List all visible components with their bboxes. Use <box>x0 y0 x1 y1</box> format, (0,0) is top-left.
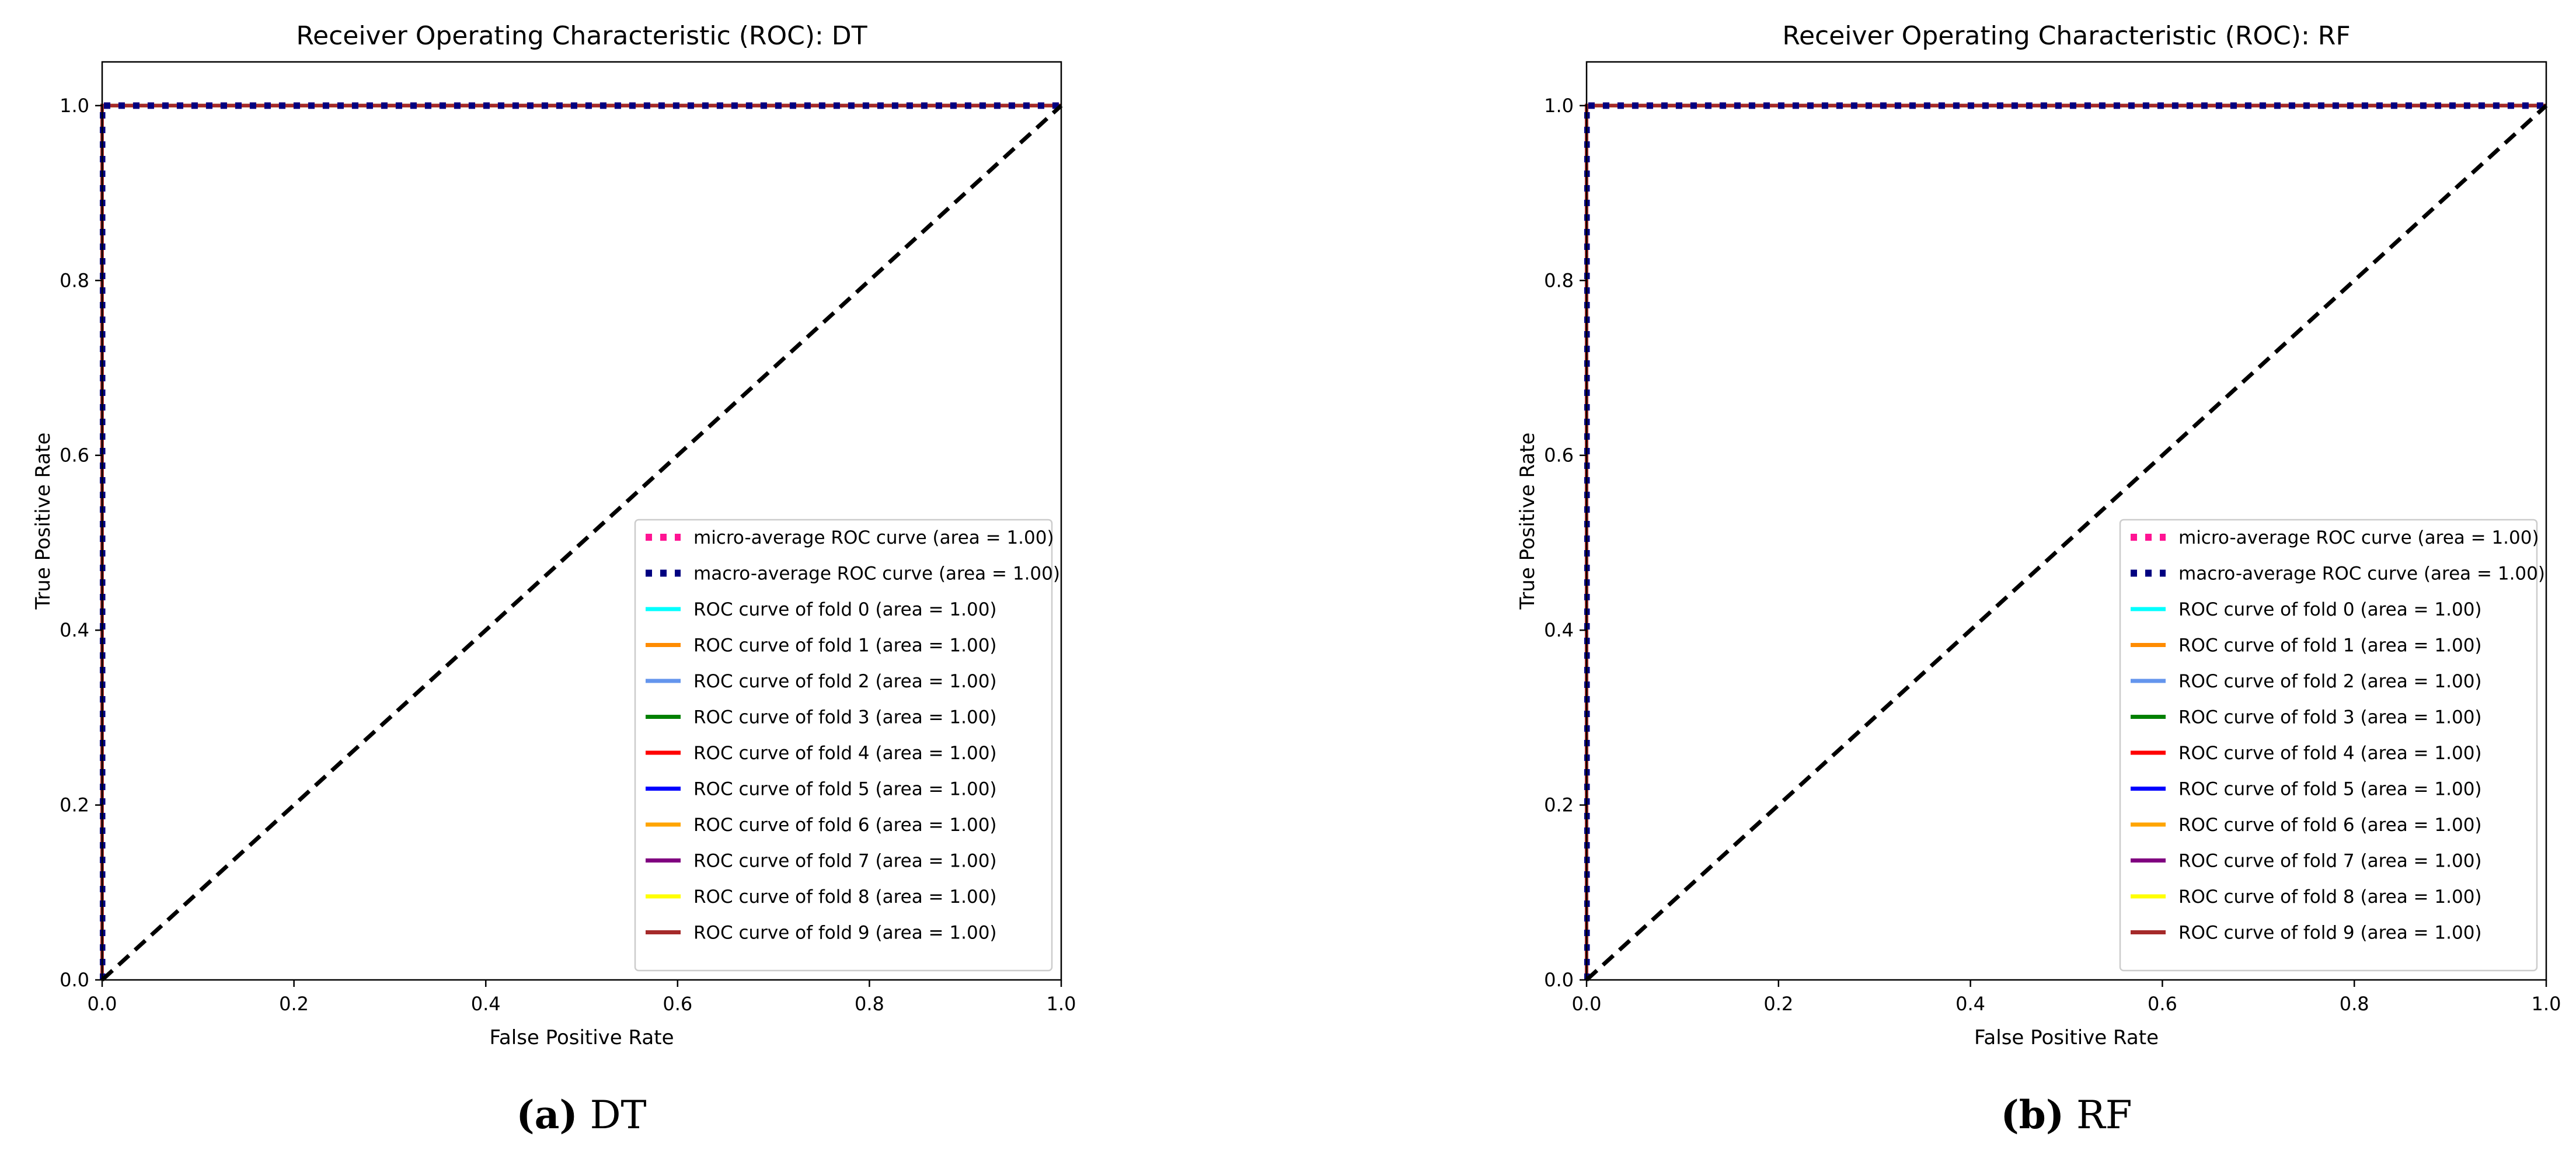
legend-label: ROC curve of fold 5 (area = 1.00) <box>2178 779 2482 800</box>
y-tick-label: 0.8 <box>60 269 89 291</box>
y-tick-label: 0.4 <box>1544 619 1574 641</box>
legend-label: micro-average ROC curve (area = 1.00) <box>2178 527 2539 548</box>
y-tick-label: 1.0 <box>60 95 89 117</box>
caption-label: DT <box>578 1093 647 1138</box>
legend-label: ROC curve of fold 6 (area = 1.00) <box>693 815 997 836</box>
legend-label: ROC curve of fold 5 (area = 1.00) <box>693 779 997 800</box>
axes-frame <box>1585 61 2547 981</box>
legend-label: ROC curve of fold 9 (area = 1.00) <box>693 923 997 944</box>
legend-label: ROC curve of fold 0 (area = 1.00) <box>693 599 997 620</box>
axes-frame <box>101 61 1062 981</box>
figure-caption: (a) DT <box>516 1092 646 1138</box>
roc-panel-dt: Receiver Operating Characteristic (ROC):… <box>32 21 1076 1138</box>
x-axis-label: False Positive Rate <box>1974 1026 2159 1049</box>
x-tick-label: 0.6 <box>663 993 692 1015</box>
y-axis-label: True Positive Rate <box>32 433 55 610</box>
legend-label: ROC curve of fold 1 (area = 1.00) <box>2178 635 2482 656</box>
legend-box <box>2119 519 2538 972</box>
x-tick-label: 0.6 <box>2148 993 2177 1015</box>
legend-label: macro-average ROC curve (area = 1.00) <box>693 564 1060 585</box>
roc-panel-rf: Receiver Operating Characteristic (ROC):… <box>1516 21 2561 1138</box>
y-tick-label: 0.0 <box>1544 969 1574 991</box>
y-tick-label: 0.8 <box>1544 269 1574 291</box>
caption-label: RF <box>2064 1093 2132 1138</box>
x-tick-label: 0.8 <box>2340 993 2369 1015</box>
x-tick-label: 0.0 <box>88 993 117 1015</box>
x-tick-label: 0.2 <box>1763 993 1793 1015</box>
legend-label: ROC curve of fold 8 (area = 1.00) <box>693 886 997 907</box>
y-tick-label: 0.2 <box>60 794 89 816</box>
legend-label: ROC curve of fold 8 (area = 1.00) <box>2178 886 2482 907</box>
caption-letter: (a) <box>516 1092 577 1138</box>
x-tick-label: 0.4 <box>1955 993 1985 1015</box>
x-tick-label: 0.0 <box>1572 993 1602 1015</box>
x-tick-label: 1.0 <box>1047 993 1076 1015</box>
legend: micro-average ROC curve (area = 1.00) mac… <box>634 519 1060 972</box>
x-tick-label: 1.0 <box>2532 993 2561 1015</box>
legend-label: ROC curve of fold 9 (area = 1.00) <box>2178 923 2482 944</box>
chart-title: Receiver Operating Characteristic (ROC):… <box>296 21 867 51</box>
chance-line <box>1585 104 2548 982</box>
x-axis-label: False Positive Rate <box>490 1026 674 1049</box>
y-tick-label: 1.0 <box>1544 95 1574 117</box>
y-tick-label: 0.6 <box>1544 444 1574 467</box>
chance-line <box>100 104 1063 982</box>
legend: micro-average ROC curve (area = 1.00) mac… <box>2119 519 2545 972</box>
legend-box <box>634 519 1053 972</box>
x-tick-label: 0.8 <box>855 993 884 1015</box>
legend-label: ROC curve of fold 2 (area = 1.00) <box>2178 671 2482 692</box>
x-tick-label: 0.4 <box>471 993 501 1015</box>
x-tick-label: 0.2 <box>279 993 309 1015</box>
legend-label: ROC curve of fold 7 (area = 1.00) <box>693 851 997 872</box>
legend-label: macro-average ROC curve (area = 1.00) <box>2178 564 2545 585</box>
legend-label: ROC curve of fold 6 (area = 1.00) <box>2178 815 2482 836</box>
legend-label: micro-average ROC curve (area = 1.00) <box>693 527 1054 548</box>
y-tick-label: 0.0 <box>60 969 89 991</box>
legend-label: ROC curve of fold 1 (area = 1.00) <box>693 635 997 656</box>
chart-title: Receiver Operating Characteristic (ROC):… <box>1782 21 2350 51</box>
legend-label: ROC curve of fold 0 (area = 1.00) <box>2178 599 2482 620</box>
legend-label: ROC curve of fold 4 (area = 1.00) <box>2178 743 2482 764</box>
legend-label: ROC curve of fold 7 (area = 1.00) <box>2178 851 2482 872</box>
y-axis-label: True Positive Rate <box>1516 433 1539 610</box>
legend-label: ROC curve of fold 3 (area = 1.00) <box>693 707 997 728</box>
figure-caption: (b) RF <box>2000 1092 2132 1138</box>
legend-label: ROC curve of fold 4 (area = 1.00) <box>693 743 997 764</box>
caption-letter: (b) <box>2000 1092 2064 1138</box>
legend-label: ROC curve of fold 3 (area = 1.00) <box>2178 707 2482 728</box>
legend-label: ROC curve of fold 2 (area = 1.00) <box>693 671 997 692</box>
y-tick-label: 0.2 <box>1544 794 1574 816</box>
y-tick-label: 0.4 <box>60 619 89 641</box>
y-tick-label: 0.6 <box>60 444 89 467</box>
